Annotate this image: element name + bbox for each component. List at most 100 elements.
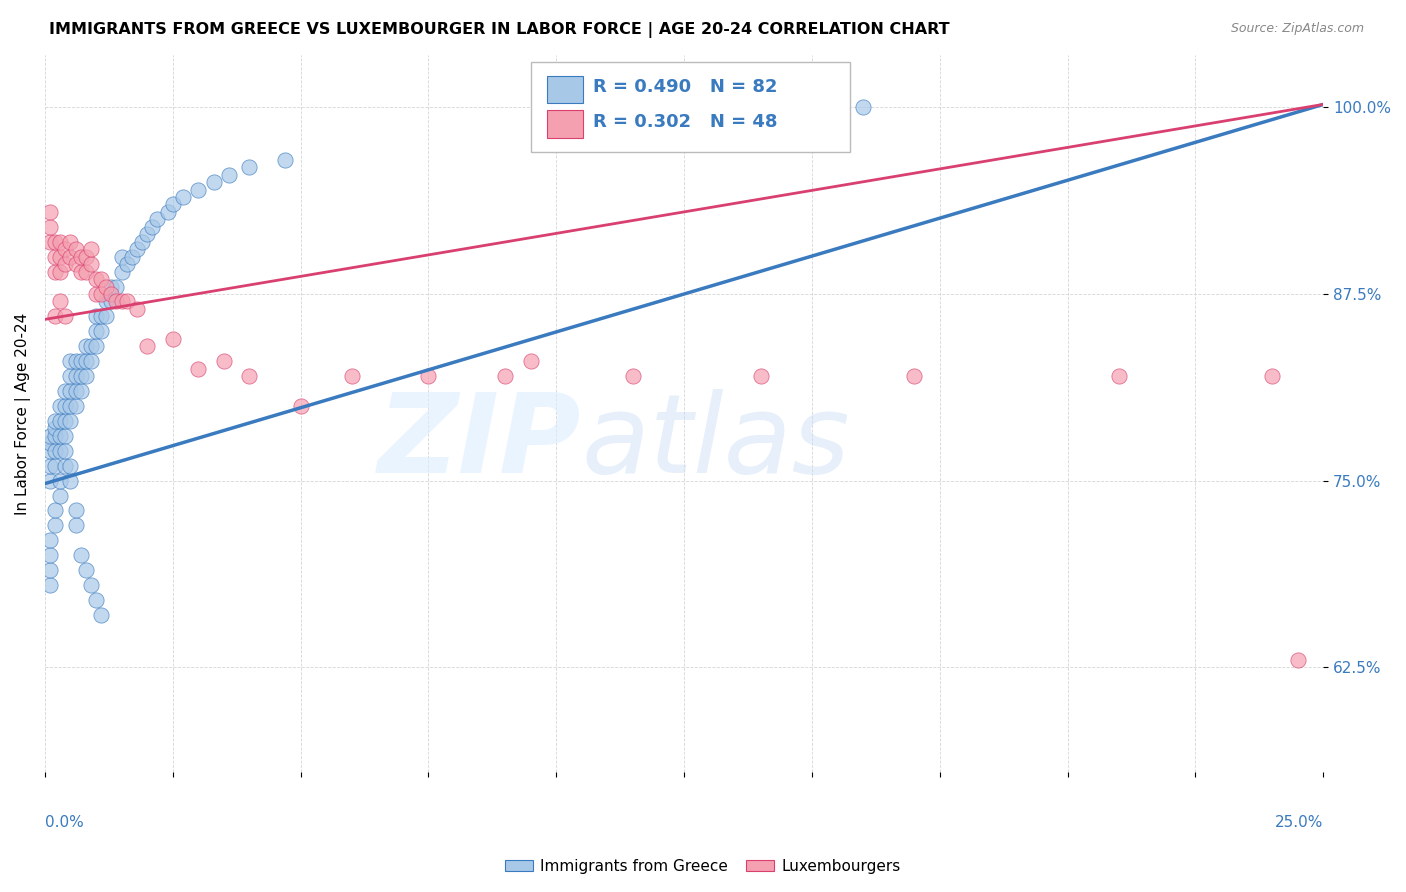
Point — [156, 205, 179, 219]
Point — [136, 339, 159, 353]
Point — [519, 354, 541, 368]
Bar — [547, 111, 583, 137]
Point — [39, 578, 62, 592]
Point — [84, 593, 107, 607]
Point — [80, 339, 103, 353]
Point — [39, 474, 62, 488]
Point — [59, 354, 82, 368]
Point — [39, 436, 62, 450]
Point — [69, 369, 91, 384]
Point — [621, 369, 644, 384]
Point — [59, 399, 82, 413]
Point — [146, 212, 169, 227]
Point — [115, 294, 138, 309]
Point — [105, 294, 128, 309]
Legend: Immigrants from Greece, Luxembourgers: Immigrants from Greece, Luxembourgers — [499, 853, 907, 880]
Point — [49, 489, 72, 503]
Point — [49, 264, 72, 278]
Point — [69, 384, 91, 398]
Point — [290, 399, 312, 413]
Point — [75, 354, 97, 368]
Point — [110, 294, 132, 309]
Point — [90, 310, 112, 324]
Point — [84, 339, 107, 353]
Point — [44, 264, 66, 278]
Point — [274, 153, 297, 167]
Point — [100, 287, 122, 301]
Point — [39, 205, 62, 219]
Point — [44, 235, 66, 249]
Point — [90, 287, 112, 301]
Point — [44, 250, 66, 264]
Point — [75, 264, 97, 278]
Point — [44, 414, 66, 428]
Point — [238, 160, 260, 174]
Point — [53, 458, 76, 473]
FancyBboxPatch shape — [530, 62, 851, 152]
Point — [59, 250, 82, 264]
Point — [53, 399, 76, 413]
Point — [49, 443, 72, 458]
Point — [136, 227, 159, 242]
Point — [69, 250, 91, 264]
Text: R = 0.490   N = 82: R = 0.490 N = 82 — [593, 78, 778, 96]
Point — [110, 264, 132, 278]
Point — [202, 175, 225, 189]
Text: IMMIGRANTS FROM GREECE VS LUXEMBOURGER IN LABOR FORCE | AGE 20-24 CORRELATION CH: IMMIGRANTS FROM GREECE VS LUXEMBOURGER I… — [49, 22, 950, 38]
Point — [53, 310, 76, 324]
Point — [39, 563, 62, 577]
Point — [39, 429, 62, 443]
Point — [90, 324, 112, 338]
Point — [39, 219, 62, 234]
Point — [100, 279, 122, 293]
Text: 0.0%: 0.0% — [45, 814, 83, 830]
Point — [84, 287, 107, 301]
Point — [1286, 653, 1309, 667]
Point — [852, 100, 875, 114]
Point — [69, 548, 91, 562]
Point — [75, 369, 97, 384]
Point — [44, 458, 66, 473]
Point — [121, 250, 143, 264]
Point — [44, 518, 66, 533]
Point — [44, 443, 66, 458]
Point — [84, 272, 107, 286]
Point — [44, 310, 66, 324]
Point — [65, 354, 87, 368]
Point — [96, 279, 118, 293]
Point — [59, 369, 82, 384]
Point — [90, 607, 112, 622]
Point — [84, 310, 107, 324]
Point — [172, 190, 194, 204]
Point — [131, 235, 153, 249]
Point — [53, 414, 76, 428]
Point — [39, 235, 62, 249]
Point — [749, 369, 772, 384]
Point — [110, 250, 132, 264]
Point — [238, 369, 260, 384]
Point — [49, 399, 72, 413]
Point — [44, 429, 66, 443]
Point — [53, 242, 76, 256]
Point — [65, 369, 87, 384]
Point — [80, 242, 103, 256]
Point — [65, 257, 87, 271]
Bar — [547, 76, 583, 103]
Point — [80, 578, 103, 592]
Point — [49, 250, 72, 264]
Y-axis label: In Labor Force | Age 20-24: In Labor Force | Age 20-24 — [15, 312, 31, 515]
Text: R = 0.302   N = 48: R = 0.302 N = 48 — [593, 112, 778, 131]
Point — [80, 354, 103, 368]
Point — [162, 197, 184, 211]
Point — [75, 250, 97, 264]
Point — [105, 279, 128, 293]
Point — [115, 257, 138, 271]
Point — [100, 294, 122, 309]
Point — [903, 369, 925, 384]
Point — [75, 563, 97, 577]
Point — [418, 369, 440, 384]
Point — [84, 324, 107, 338]
Text: Source: ZipAtlas.com: Source: ZipAtlas.com — [1230, 22, 1364, 36]
Point — [69, 264, 91, 278]
Point — [141, 219, 163, 234]
